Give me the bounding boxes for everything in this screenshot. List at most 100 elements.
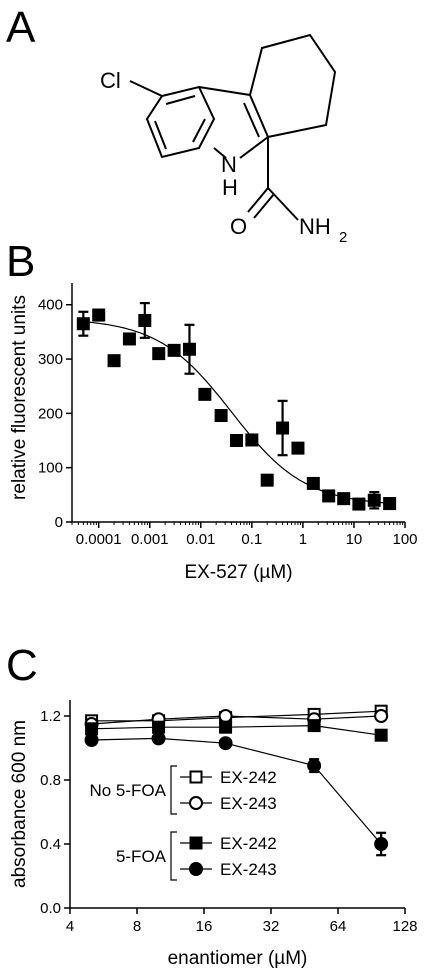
x-tick-label: 0.01 <box>186 531 215 548</box>
pyrrole-bond <box>239 136 269 159</box>
x-tick-label: 8 <box>133 918 141 935</box>
benzene-double-bond <box>165 95 196 105</box>
x-tick-label: 10 <box>346 531 363 548</box>
carbonyl-bond <box>253 193 275 219</box>
y-tick-label: 300 <box>38 351 63 368</box>
data-point <box>219 720 233 734</box>
data-point <box>138 313 152 327</box>
y-tick-label: 1.2 <box>40 708 61 725</box>
data-point <box>322 489 336 503</box>
series-line <box>91 724 382 736</box>
x-tick-label: 32 <box>263 918 280 935</box>
atom-n: N <box>221 152 237 177</box>
cyclohexene-ring <box>249 33 337 138</box>
data-point <box>107 354 121 368</box>
x-tick-label: 4 <box>66 918 74 935</box>
x-tick-label: 0.0001 <box>76 531 122 548</box>
data-point <box>167 343 181 357</box>
y-tick-label: 0.0 <box>40 900 61 917</box>
x-axis-label: enantiomer (µM) <box>168 948 308 969</box>
atom-subscript: 2 <box>339 229 347 246</box>
y-axis-label: relative fluorescent units <box>9 295 30 500</box>
data-point <box>306 476 320 490</box>
legend-bracket <box>170 831 177 881</box>
data-point <box>374 728 388 742</box>
data-point <box>260 473 274 487</box>
panel-label-c: C <box>6 641 38 690</box>
atom-nh: NH <box>299 214 331 239</box>
data-point <box>374 709 389 723</box>
pyrrole-double-bond <box>249 94 269 138</box>
panel-label-a: A <box>6 3 36 52</box>
legend: EX-242 EX-243 EX-242 EX-243 No 5-FOA 5-FOA <box>89 765 277 881</box>
y-tick-label: 200 <box>38 405 63 422</box>
x-tick-label: 64 <box>330 918 347 935</box>
data-point <box>291 441 305 455</box>
data-point <box>84 733 99 747</box>
legend-entry: EX-243 <box>220 860 277 879</box>
pyrrole-bond <box>213 147 227 159</box>
data-point <box>218 709 233 723</box>
data-point <box>337 492 351 506</box>
x-tick-label: 16 <box>196 918 213 935</box>
benzene-double-bond <box>154 120 167 150</box>
legend-group-label: No 5-FOA <box>89 781 166 800</box>
legend-marker <box>189 796 203 810</box>
legend-marker <box>189 862 203 876</box>
y-tick-label: 0.8 <box>40 772 61 789</box>
legend-entry: EX-242 <box>220 834 277 853</box>
y-tick-label: 0.4 <box>40 836 61 853</box>
data-point <box>85 722 99 736</box>
x-axis-label: EX-527 (µM) <box>184 562 292 583</box>
legend-group-label: 5-FOA <box>116 847 167 866</box>
data-point <box>307 719 321 733</box>
data-point <box>245 433 259 447</box>
carbonyl-bond <box>247 187 269 213</box>
data-point <box>214 409 228 423</box>
x-tick-label: 128 <box>392 918 417 935</box>
data-point <box>152 720 166 734</box>
y-tick-label: 0 <box>55 514 63 531</box>
y-axis-label: absorbance 600 nm <box>9 720 30 888</box>
data-point <box>152 347 166 361</box>
data-point <box>276 421 290 435</box>
data-point <box>374 837 389 851</box>
molecule-structure <box>129 33 337 221</box>
legend-marker <box>189 836 203 850</box>
chart-b-axes <box>71 283 405 523</box>
data-point <box>182 342 196 356</box>
atom-h: H <box>222 175 238 200</box>
amide-bond <box>267 187 299 221</box>
data-point <box>76 317 90 331</box>
data-point <box>92 308 106 322</box>
data-point <box>218 736 233 751</box>
x-tick-label: 0.001 <box>131 531 169 548</box>
data-point <box>151 731 166 746</box>
legend-marker <box>189 770 203 784</box>
atom-cl: Cl <box>100 68 121 93</box>
data-point <box>383 497 397 511</box>
y-tick-label: 400 <box>38 297 63 314</box>
chart-c: 0.00.40.81.24 8 16 32 64 128EX-242EX-243EX-24… <box>9 700 418 969</box>
pyrrole-double-bond <box>243 102 260 138</box>
benzene-double-bond <box>192 118 206 143</box>
data-point <box>307 758 322 773</box>
legend-entry: EX-243 <box>220 794 277 813</box>
chart-b: 0 100 200 300 400 0.0001 0.001 0.01 0.1 1 10 100 EX-… <box>9 283 418 583</box>
legend-bracket <box>170 765 177 815</box>
data-point <box>352 497 366 511</box>
y-tick-label: 100 <box>38 460 63 477</box>
pyrrole-bond <box>198 86 251 96</box>
x-tick-label: 0.1 <box>241 531 262 548</box>
data-point <box>229 434 243 448</box>
legend-entry: EX-242 <box>220 768 277 787</box>
cl-bond <box>129 80 163 97</box>
atom-o: O <box>230 214 247 239</box>
fit-curve <box>83 321 390 504</box>
x-tick-label: 100 <box>392 531 417 548</box>
data-point <box>367 493 381 507</box>
panel-label-b: B <box>6 237 35 286</box>
x-tick-label: 1 <box>299 531 307 548</box>
data-point <box>198 387 212 401</box>
